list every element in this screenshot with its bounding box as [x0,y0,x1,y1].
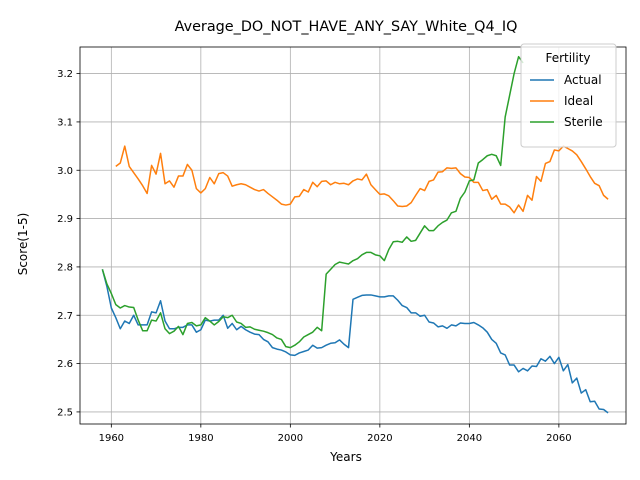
series-line-sterile [101,55,524,349]
y-tick-label: 3.0 [57,166,73,177]
chart-title: Average_DO_NOT_HAVE_ANY_SAY_White_Q4_IQ [175,19,518,35]
y-tick-label: 2.9 [57,214,73,225]
x-tick-label: 1960 [99,433,124,444]
legend-label-sterile: Sterile [564,115,603,129]
x-tick-label: 1980 [188,433,213,444]
legend-items: Actual Ideal Sterile [530,73,603,129]
plot-frame [79,46,627,425]
y-axis-ticks: 2.5 2.6 2.7 2.8 2.9 3.0 3.1 3.2 [57,69,80,419]
y-axis-label: Score(1-5) [16,213,30,276]
legend-label-ideal: Ideal [564,94,593,108]
x-axis-label: Years [329,450,362,464]
y-tick-label: 3.2 [57,69,73,80]
x-tick-label: 2020 [367,433,392,444]
series-line-actual [101,269,609,414]
y-tick-label: 2.5 [57,408,73,419]
series-layer [101,55,609,414]
x-tick-label: 2000 [278,433,303,444]
legend-title: Fertility [545,51,590,65]
x-axis-ticks: 1960 1980 2000 2020 2040 2060 [99,424,572,444]
y-tick-label: 3.1 [57,118,73,129]
x-tick-label: 2060 [546,433,571,444]
legend: Fertility Actual Ideal Sterile [520,43,617,148]
y-tick-label: 2.7 [57,311,73,322]
y-tick-label: 2.8 [57,263,73,274]
legend-label-actual: Actual [564,73,602,87]
y-tick-label: 2.6 [57,359,73,370]
series-line-ideal [115,145,609,214]
x-tick-label: 2040 [457,433,482,444]
